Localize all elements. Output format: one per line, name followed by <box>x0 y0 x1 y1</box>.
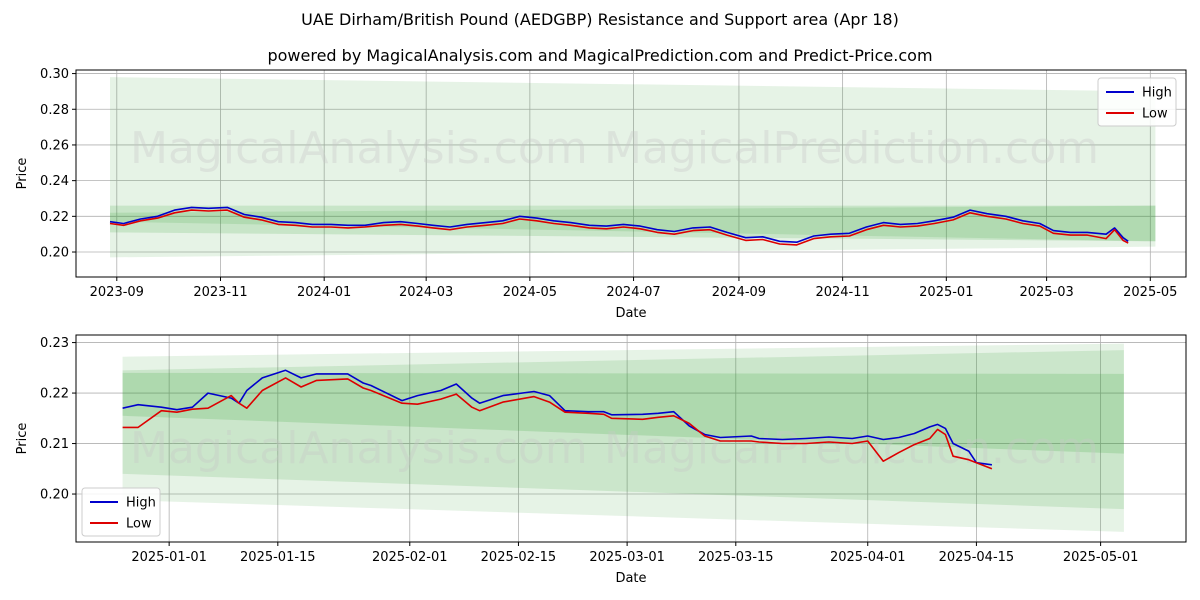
y-tick-label: 0.24 <box>40 174 69 189</box>
chart-panel-2: MagicalAnalysis.com MagicalPrediction.com… <box>15 334 1187 586</box>
series-line-low <box>109 209 1129 246</box>
legend-label-low: Low <box>1142 107 1168 122</box>
x-tick-label: 2025-01 <box>919 285 973 300</box>
x-tick-label: 2025-04-15 <box>939 550 1015 565</box>
x-tick-label: 2025-03 <box>1019 285 1073 300</box>
y-tick-label: 0.22 <box>40 387 69 402</box>
watermark-text: MagicalAnalysis.com <box>130 123 588 174</box>
x-tick-label: 2025-05 <box>1123 285 1177 300</box>
chart-panel-1: MagicalAnalysis.com MagicalPrediction.com… <box>15 67 1187 324</box>
x-tick-label: 2025-02-01 <box>372 550 448 565</box>
y-tick-label: 0.20 <box>40 246 69 261</box>
x-tick-label: 2024-09 <box>712 285 766 300</box>
x-tick-label: 2024-11 <box>815 285 869 300</box>
watermark-text: MagicalPrediction.com <box>604 423 1099 474</box>
plot-frame <box>75 69 1187 278</box>
x-axis-label: Date <box>615 571 646 586</box>
x-tick-label: 2025-01-01 <box>131 550 207 565</box>
watermark-text: MagicalAnalysis.com <box>130 273 588 324</box>
support-resistance-band <box>122 350 1124 510</box>
x-tick-label: 2025-03-15 <box>698 550 774 565</box>
plot-area: MagicalAnalysis.com MagicalPrediction.com… <box>76 70 1186 324</box>
x-tick-label: 2023-11 <box>193 285 247 300</box>
y-axis-label: Price <box>15 423 30 455</box>
watermark-text: MagicalAnalysis.com <box>130 423 588 474</box>
x-tick-label: 2024-05 <box>503 285 557 300</box>
x-axis-label: Date <box>615 306 646 321</box>
legend: High Low <box>1097 77 1177 127</box>
x-tick-label: 2025-02-15 <box>481 550 557 565</box>
support-resistance-band <box>109 205 1156 242</box>
x-tick-label: 2024-03 <box>399 285 453 300</box>
y-tick-label: 0.21 <box>40 437 69 452</box>
watermark-text: MagicalPrediction.com <box>604 123 1099 174</box>
y-tick-label: 0.26 <box>40 138 69 153</box>
support-resistance-band <box>122 372 1124 454</box>
support-resistance-band <box>109 205 1156 242</box>
plot-area: MagicalAnalysis.com MagicalPrediction.com <box>76 335 1186 542</box>
legend: High Low <box>81 487 161 537</box>
chart-title: UAE Dirham/British Pound (AEDGBP) Resist… <box>301 10 899 29</box>
y-tick-label: 0.23 <box>40 336 69 351</box>
x-tick-label: 2025-01-15 <box>240 550 316 565</box>
x-tick-label: 2023-09 <box>90 285 144 300</box>
x-tick-label: 2025-04-01 <box>830 550 906 565</box>
y-tick-label: 0.20 <box>40 488 69 503</box>
x-tick-label: 2025-03-01 <box>589 550 665 565</box>
y-tick-label: 0.28 <box>40 103 69 118</box>
legend-label-high: High <box>1142 86 1172 101</box>
x-tick-label: 2024-01 <box>297 285 351 300</box>
chart-subtitle: powered by MagicalAnalysis.com and Magic… <box>267 46 933 65</box>
series-line-low <box>122 377 993 470</box>
y-tick-label: 0.30 <box>40 67 69 82</box>
series-line-high <box>109 206 1129 243</box>
y-tick-label: 0.22 <box>40 210 69 225</box>
series-line-high <box>122 369 993 466</box>
plot-frame <box>75 334 1187 543</box>
watermark-text: MagicalPrediction.com <box>604 273 1099 324</box>
x-tick-label: 2025-05-01 <box>1063 550 1139 565</box>
x-tick-label: 2024-07 <box>606 285 660 300</box>
legend-label-high: High <box>126 496 156 511</box>
legend-label-low: Low <box>126 517 152 532</box>
y-axis-label: Price <box>15 158 30 190</box>
support-resistance-band <box>109 77 1156 258</box>
